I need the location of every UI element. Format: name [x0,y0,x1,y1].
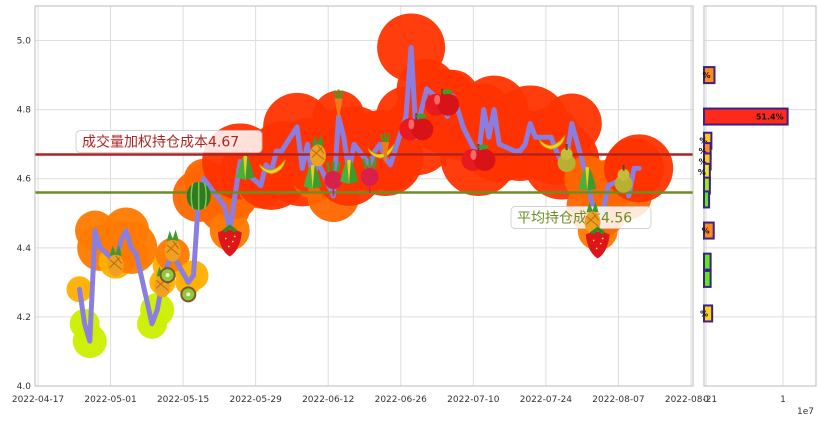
price-point [513,149,517,153]
price-point [280,149,284,153]
reference-label-box [510,206,652,230]
volume-bar [703,107,789,126]
y-tick-label: 4.4 [17,244,32,254]
price-point [388,163,392,167]
price-point [155,308,159,312]
side-x-tick-label: 0 [703,395,709,405]
reference-label: 平均持仓成本4.56 [517,211,632,227]
x-tick-label: 2022-06-12 [302,395,354,405]
kiwi-icon [180,286,197,303]
volume-bar [703,190,711,209]
price-point [492,108,496,112]
price-point [420,108,424,112]
price-point [632,166,636,170]
volume-bar [703,304,714,323]
x-tick-label: 2022-05-15 [157,395,209,405]
x-tick-label: 2022-05-29 [230,395,283,405]
price-point [300,166,304,170]
price-point [570,121,574,125]
price-point [134,253,138,257]
x-tick-label: 2022-08-07 [592,395,644,405]
price-point [534,135,538,139]
price-point [191,273,195,277]
price-point [77,287,81,291]
price-point [129,246,133,250]
x-tick-label: 2022-08-21 [665,395,717,405]
x-tick-label: 2022-07-10 [447,395,500,405]
price-point [274,149,278,153]
volume-bar-label: % [700,309,708,318]
price-point [425,87,429,91]
price-point [606,184,610,188]
price-point [124,229,128,233]
price-point [409,45,413,49]
price-point [233,194,237,198]
price-point [528,121,532,125]
price-point [404,115,408,119]
side-plot-frame [703,5,817,387]
volume-bar-label: % [698,168,706,177]
price-point [445,115,449,119]
price-point [373,149,377,153]
kiwi-icon [159,267,176,284]
y-tick-label: 5.0 [17,37,32,47]
reference-label-box [75,130,263,154]
price-point [549,135,553,139]
price-point [295,125,299,129]
price-point [202,177,206,181]
volume-bar-label: % [699,157,707,166]
y-tick-label: 4.2 [17,313,31,323]
reference-label: 成交量加权持仓成本4.67 [82,134,239,151]
main-plot-frame [34,5,694,387]
price-point [342,135,346,139]
price-point [259,184,263,188]
price-point [119,239,123,243]
price-point [264,163,268,167]
volume-bar-label: % [702,227,710,236]
x-tick-label: 2022-07-24 [520,395,573,405]
side-x-tick-label: 1 [780,395,786,405]
price-point [207,184,211,188]
x-tick-label: 2022-05-01 [84,395,136,405]
price-point [378,142,382,146]
price-point [497,142,501,146]
x-tick-label: 2022-06-26 [375,395,428,405]
side-x-multiplier: 1e7 [797,407,814,417]
volume-bar [703,252,712,271]
price-point [518,149,522,153]
price-point [352,142,356,146]
price-point [223,204,227,208]
price-point [83,322,87,326]
price-point [487,135,491,139]
price-point [523,142,527,146]
volume-bar-label: % [702,71,710,80]
price-point [482,108,486,112]
price-point [93,229,97,233]
price-point [150,322,154,326]
price-point [627,194,631,198]
price-point [637,166,641,170]
x-tick-label: 2022-04-17 [12,395,64,405]
price-point [461,125,465,129]
volume-bar [703,66,716,85]
price-point [166,263,170,267]
volume-bar-label: 51.4% [756,113,784,122]
price-point [305,142,309,146]
watermelon-icon [185,181,212,211]
volume-bar-label: % [699,147,707,156]
price-point [554,149,558,153]
volume-bar-label: % [699,137,707,146]
y-tick-label: 4.8 [17,106,32,116]
price-point [88,339,92,343]
price-point [98,246,102,250]
volume-bar [703,221,715,240]
volume-bar [703,269,712,288]
y-tick-label: 4.0 [17,382,32,392]
price-point [186,280,190,284]
pineapple-icon [164,229,182,263]
y-tick-label: 4.6 [17,175,32,185]
